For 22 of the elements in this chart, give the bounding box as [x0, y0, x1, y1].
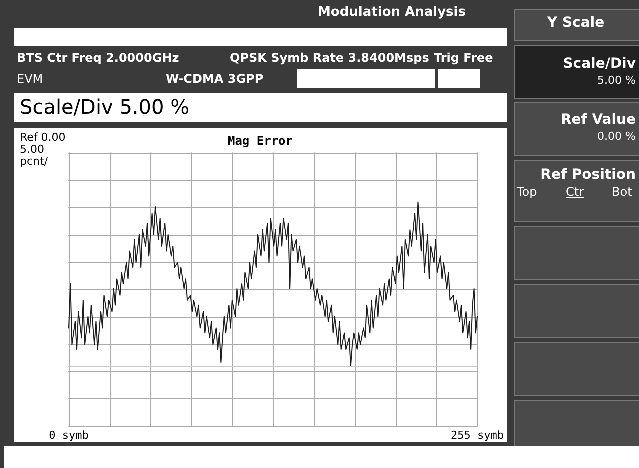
text: pcnt/ [20, 155, 48, 168]
text: 0.00 % [598, 130, 636, 143]
text: EVM [17, 72, 44, 86]
text: QPSK Symb Rate 3.8400Msps [230, 51, 430, 65]
text: 5.00 [20, 143, 44, 156]
text: Scale/Div [563, 56, 636, 72]
x-tick-label: 255 symb [451, 429, 504, 442]
text: Ref 0.00 [20, 131, 66, 144]
text: Trig Free [434, 51, 494, 65]
chart-title: Mag Error [228, 134, 294, 148]
text: BTS Ctr Freq 2.0000GHz [17, 51, 180, 65]
text: Ref Position [540, 167, 636, 183]
text: Scale/Div 5.00 % [20, 95, 190, 119]
text: Bot [612, 185, 632, 199]
text: 5.00 % [598, 74, 636, 87]
text: Top [517, 185, 538, 199]
text: Modulation Analysis [318, 5, 466, 20]
x-tick-label: 0 symb [49, 429, 89, 442]
text: Ref Value [560, 112, 636, 128]
text: Y Scale [547, 15, 605, 31]
text: W-CDMA 3GPP [166, 72, 264, 86]
text: Ctr [566, 185, 584, 199]
